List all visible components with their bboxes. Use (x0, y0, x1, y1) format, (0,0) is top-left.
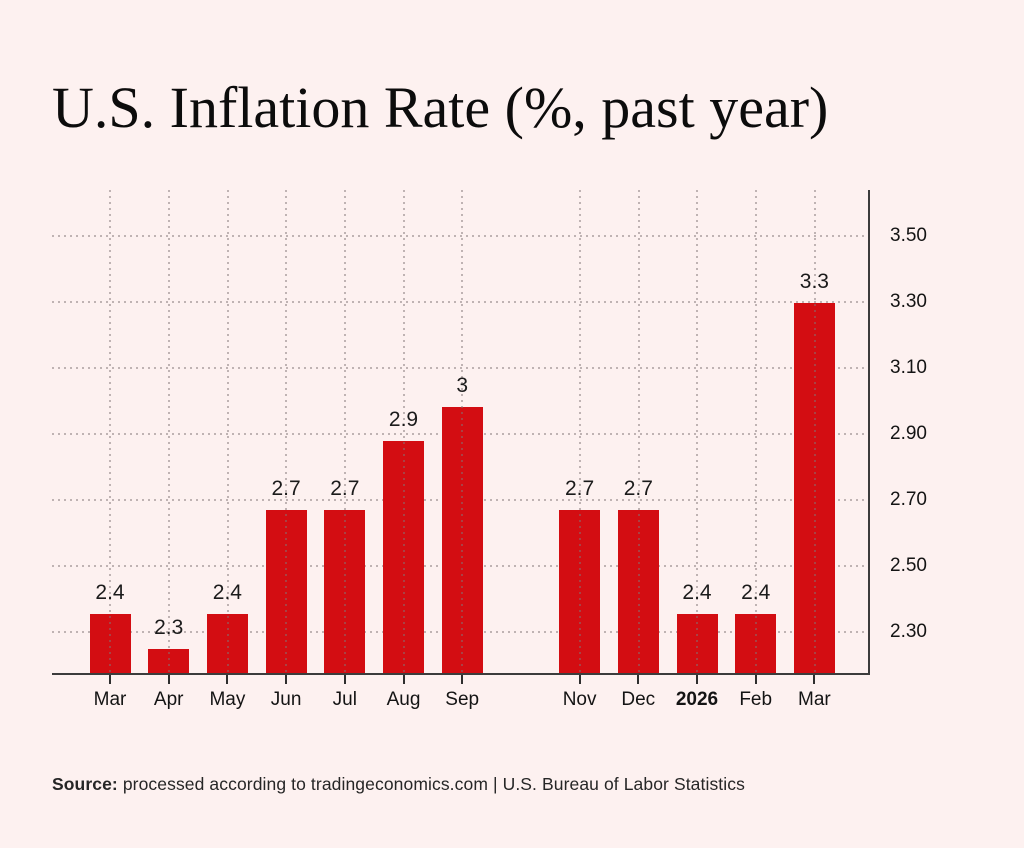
x-tick (402, 675, 405, 684)
x-tick-label: Sep (445, 689, 480, 710)
x-tick (343, 675, 346, 684)
bar-value-label: 3 (456, 373, 469, 397)
x-tick-label: May (209, 689, 246, 710)
y-tick-label: 3.50 (890, 225, 927, 247)
inflation-bar-chart: 2.4 2.3 2.4 2.7 2.7 2.9 3 2.7 2.7 2.4 2.4 3.3 3.50 3… (52, 190, 927, 710)
bar (89, 614, 131, 674)
bar (559, 510, 601, 674)
bar (148, 649, 190, 674)
x-tick (285, 675, 288, 684)
x-tick (637, 675, 640, 684)
bar (265, 510, 307, 674)
x-tick-label: Jul (332, 689, 357, 710)
x-tick (167, 675, 170, 684)
bar (676, 614, 718, 674)
x-tick (226, 675, 229, 684)
y-tick-label: 2.90 (890, 423, 927, 445)
bar-value-label: 2.4 (741, 581, 771, 605)
x-tick (813, 675, 816, 684)
x-tick-label: Apr (153, 689, 184, 710)
y-axis-line (868, 190, 870, 675)
x-tick-label: Feb (739, 689, 773, 710)
x-tick-label: Mar (93, 689, 127, 710)
y-tick-label: 2.30 (890, 621, 927, 643)
bar (617, 510, 659, 674)
x-tick-label: Dec (621, 689, 656, 710)
x-tick-label: Mar (798, 689, 831, 710)
y-tick-label: 3.10 (890, 357, 927, 379)
x-tick (696, 675, 698, 684)
h-gridline (52, 235, 868, 238)
bar-value-label: 2.3 (154, 616, 184, 640)
bar-value-label: 2.7 (330, 477, 360, 501)
bar (324, 510, 366, 674)
h-gridline (52, 301, 868, 304)
y-tick-label: 3.30 (890, 291, 927, 313)
x-tick (461, 675, 464, 684)
page-title: U.S. Inflation Rate (%, past year) (52, 75, 829, 140)
bar-value-label: 2.7 (623, 477, 653, 501)
x-tick (578, 675, 581, 684)
source-note: Source: processed according to tradingec… (52, 774, 745, 795)
y-tick-label: 2.70 (890, 489, 927, 511)
bar (383, 441, 424, 674)
bar (793, 302, 835, 674)
x-axis-line (52, 673, 870, 675)
bar-value-label: 3.3 (799, 269, 829, 293)
bar (441, 406, 483, 674)
bar-value-label: 2.9 (388, 408, 419, 432)
source-label: Source: (52, 774, 118, 794)
x-tick-label: Aug (386, 689, 421, 710)
x-tick-label: 2026 (675, 689, 719, 710)
x-tick-label: Nov (562, 689, 597, 710)
bar-value-label: 2.4 (95, 581, 125, 605)
h-gridline (52, 367, 868, 370)
y-tick-label: 2.50 (890, 555, 927, 577)
v-gridline (167, 190, 170, 675)
x-tick (754, 675, 757, 684)
x-tick-label: Jun (270, 689, 302, 710)
bar (735, 614, 777, 674)
source-text: processed according to tradingeconomics.… (122, 774, 745, 794)
bar-value-label: 2.4 (212, 581, 242, 605)
bar (206, 614, 248, 674)
x-tick (109, 675, 111, 684)
